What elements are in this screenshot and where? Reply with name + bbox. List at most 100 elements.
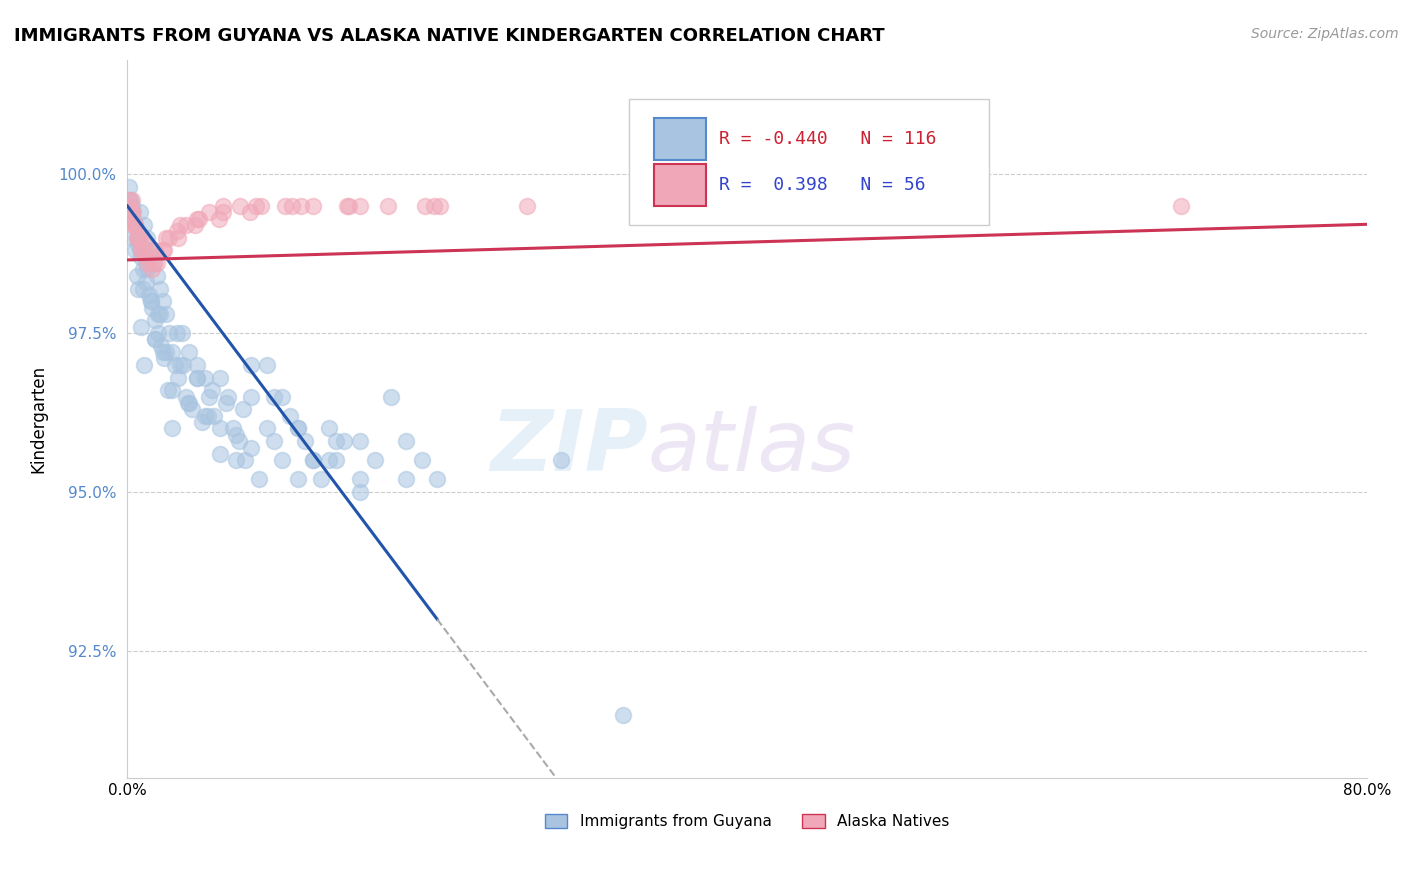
Point bbox=[256, 358, 278, 372]
Point bbox=[426, 472, 449, 486]
Y-axis label: Kindergarten: Kindergarten bbox=[30, 365, 46, 473]
Point bbox=[150, 339, 173, 353]
Point bbox=[318, 421, 340, 435]
Point bbox=[170, 326, 193, 340]
Point bbox=[349, 485, 371, 500]
Point bbox=[278, 409, 301, 423]
Point bbox=[134, 218, 156, 232]
Point bbox=[245, 199, 267, 213]
Point bbox=[349, 434, 371, 449]
Point bbox=[654, 199, 676, 213]
Point bbox=[125, 230, 148, 244]
FancyBboxPatch shape bbox=[654, 118, 706, 161]
Point bbox=[377, 199, 399, 213]
Point bbox=[221, 421, 243, 435]
Point bbox=[157, 230, 180, 244]
Point bbox=[143, 244, 166, 258]
Text: atlas: atlas bbox=[648, 406, 856, 489]
Point bbox=[249, 199, 271, 213]
Point bbox=[212, 205, 235, 219]
Point bbox=[129, 250, 152, 264]
Point bbox=[215, 396, 238, 410]
Point bbox=[127, 230, 149, 244]
Point bbox=[157, 326, 180, 340]
Point bbox=[247, 472, 270, 486]
Point bbox=[145, 256, 167, 270]
Point bbox=[423, 199, 446, 213]
Point bbox=[302, 199, 325, 213]
Point bbox=[148, 326, 170, 340]
Point bbox=[143, 333, 166, 347]
Text: IMMIGRANTS FROM GUYANA VS ALASKA NATIVE KINDERGARTEN CORRELATION CHART: IMMIGRANTS FROM GUYANA VS ALASKA NATIVE … bbox=[14, 27, 884, 45]
Point bbox=[395, 434, 418, 449]
Point bbox=[143, 313, 166, 327]
Point bbox=[155, 345, 177, 359]
Point bbox=[118, 193, 141, 207]
Point bbox=[169, 218, 191, 232]
Point bbox=[167, 230, 190, 244]
Point bbox=[125, 230, 148, 244]
Point bbox=[152, 294, 174, 309]
Point bbox=[149, 281, 172, 295]
Point bbox=[194, 370, 217, 384]
Point bbox=[274, 199, 297, 213]
Point bbox=[309, 472, 332, 486]
Point bbox=[121, 199, 143, 213]
Point bbox=[336, 199, 359, 213]
Point bbox=[240, 390, 263, 404]
Point bbox=[128, 244, 150, 258]
Point bbox=[165, 358, 187, 372]
Point bbox=[287, 421, 309, 435]
Point bbox=[228, 434, 250, 449]
Point bbox=[280, 199, 302, 213]
Point bbox=[186, 370, 208, 384]
Point bbox=[229, 199, 252, 213]
Point bbox=[125, 268, 148, 283]
Point bbox=[174, 218, 197, 232]
Point bbox=[187, 211, 209, 226]
Point bbox=[136, 250, 159, 264]
Point bbox=[167, 370, 190, 384]
Point bbox=[124, 244, 146, 258]
Point bbox=[122, 211, 145, 226]
Point bbox=[121, 205, 143, 219]
Point bbox=[142, 256, 165, 270]
Point bbox=[166, 224, 188, 238]
Point bbox=[118, 199, 141, 213]
Point bbox=[325, 434, 347, 449]
Point bbox=[197, 409, 219, 423]
Point bbox=[142, 256, 165, 270]
Point bbox=[136, 256, 159, 270]
Point bbox=[209, 447, 232, 461]
Point bbox=[124, 218, 146, 232]
Point bbox=[124, 218, 146, 232]
Point bbox=[124, 218, 146, 232]
Point bbox=[290, 199, 312, 213]
Point bbox=[318, 453, 340, 467]
Point bbox=[263, 434, 285, 449]
Point bbox=[349, 472, 371, 486]
Point bbox=[141, 301, 163, 315]
Point bbox=[120, 193, 142, 207]
Point bbox=[155, 230, 177, 244]
Point bbox=[136, 262, 159, 277]
Point bbox=[380, 390, 402, 404]
Point bbox=[134, 237, 156, 252]
Point bbox=[122, 218, 145, 232]
Point bbox=[337, 199, 360, 213]
Point bbox=[177, 396, 200, 410]
Point bbox=[294, 434, 316, 449]
Point bbox=[153, 244, 176, 258]
Point bbox=[135, 275, 157, 289]
Point bbox=[152, 345, 174, 359]
Point bbox=[240, 441, 263, 455]
Point bbox=[179, 396, 201, 410]
Point bbox=[194, 409, 217, 423]
Text: R = -0.440   N = 116: R = -0.440 N = 116 bbox=[718, 129, 936, 148]
Point bbox=[153, 351, 176, 366]
Point bbox=[132, 262, 155, 277]
Point bbox=[135, 244, 157, 258]
Point bbox=[132, 281, 155, 295]
Point bbox=[225, 453, 247, 467]
Point bbox=[134, 358, 156, 372]
